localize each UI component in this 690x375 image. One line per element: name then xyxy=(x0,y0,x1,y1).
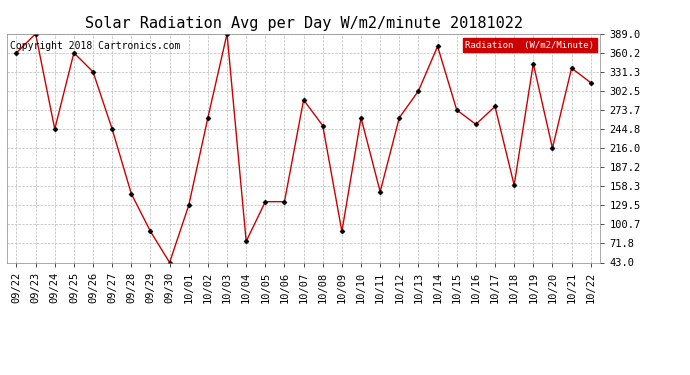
Text: Copyright 2018 Cartronics.com: Copyright 2018 Cartronics.com xyxy=(10,40,180,51)
Title: Solar Radiation Avg per Day W/m2/minute 20181022: Solar Radiation Avg per Day W/m2/minute … xyxy=(85,16,522,31)
Text: Radiation  (W/m2/Minute): Radiation (W/m2/Minute) xyxy=(465,40,594,50)
